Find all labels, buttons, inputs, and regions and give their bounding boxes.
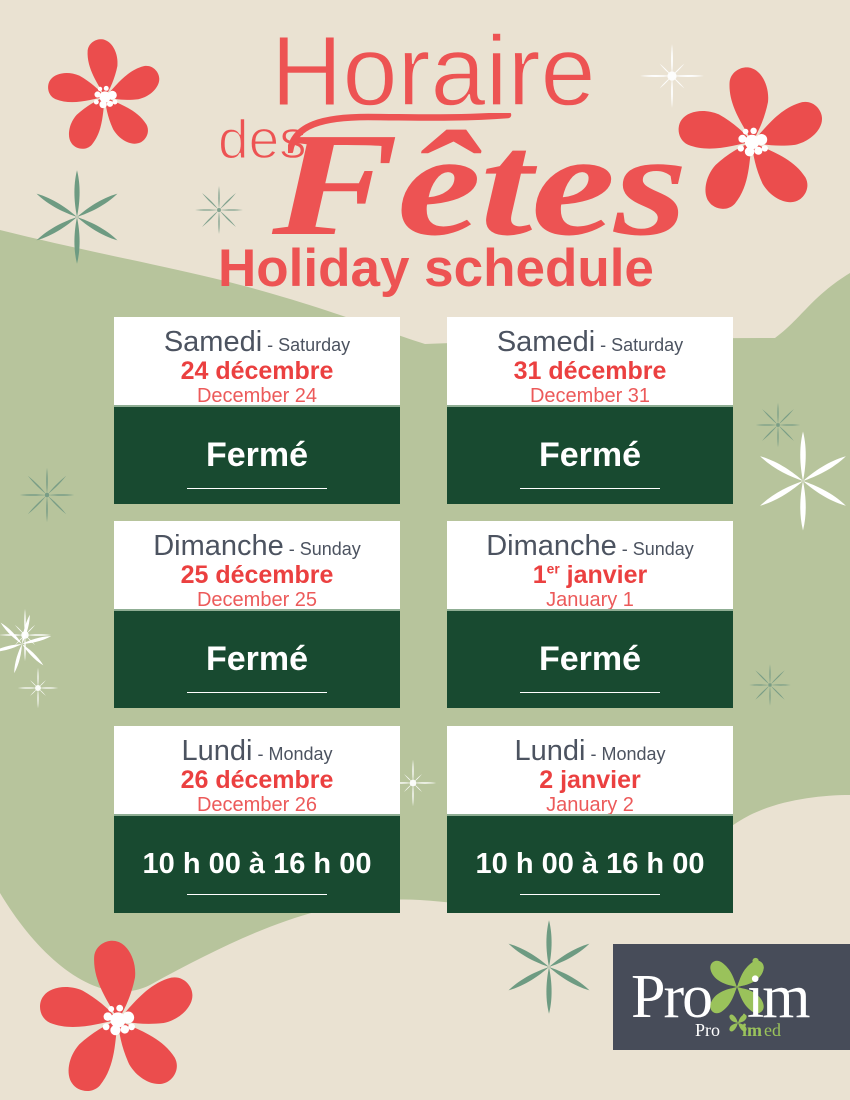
svg-text:im: im xyxy=(742,1020,762,1040)
svg-text:Pro: Pro xyxy=(695,1020,720,1040)
svg-text:ed: ed xyxy=(764,1020,781,1040)
